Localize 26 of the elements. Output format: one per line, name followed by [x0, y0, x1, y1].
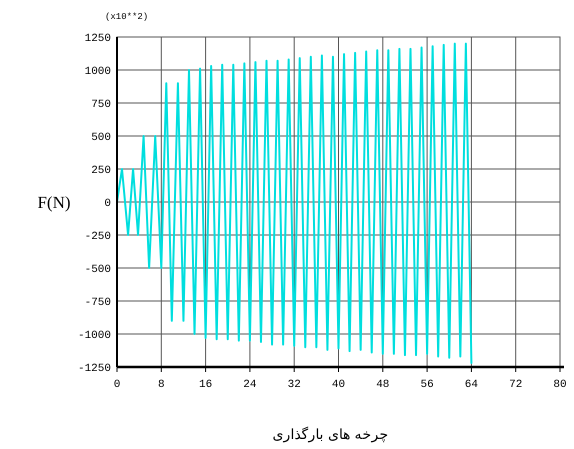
- x-axis-title: چرخه های بارگذاری: [272, 426, 388, 443]
- y-tick-label: 0: [104, 198, 111, 210]
- x-tick-label: 32: [288, 379, 301, 391]
- y-tick-label: -1250: [78, 363, 111, 375]
- x-tick-label: 40: [332, 379, 346, 391]
- y-tick-label: -250: [84, 231, 111, 243]
- y-axis-title: F(N): [37, 193, 71, 212]
- x-tick-label: 48: [376, 379, 390, 391]
- x-tick-label: 24: [243, 379, 257, 391]
- y-tick-label: -500: [84, 264, 111, 276]
- y-tick-label: -1000: [78, 330, 111, 342]
- x-tick-label: 80: [553, 379, 567, 391]
- x-tick-label: 72: [509, 379, 522, 391]
- x-tick-label: 8: [158, 379, 165, 391]
- y-tick-label: -750: [84, 297, 111, 309]
- y-tick-label: 250: [91, 165, 111, 177]
- x-tick-label: 0: [114, 379, 120, 391]
- line-series: [116, 42, 472, 364]
- text: (x10**2): [105, 12, 148, 22]
- y-tick-label: 750: [91, 99, 111, 111]
- y-tick-label: 1250: [84, 33, 111, 45]
- x-tick-label: 56: [420, 379, 434, 391]
- y-tick-label: 1000: [84, 66, 111, 78]
- x-tick-label: 16: [199, 379, 212, 391]
- y-tick-label: 500: [91, 132, 111, 144]
- x-tick-label: 64: [464, 379, 478, 391]
